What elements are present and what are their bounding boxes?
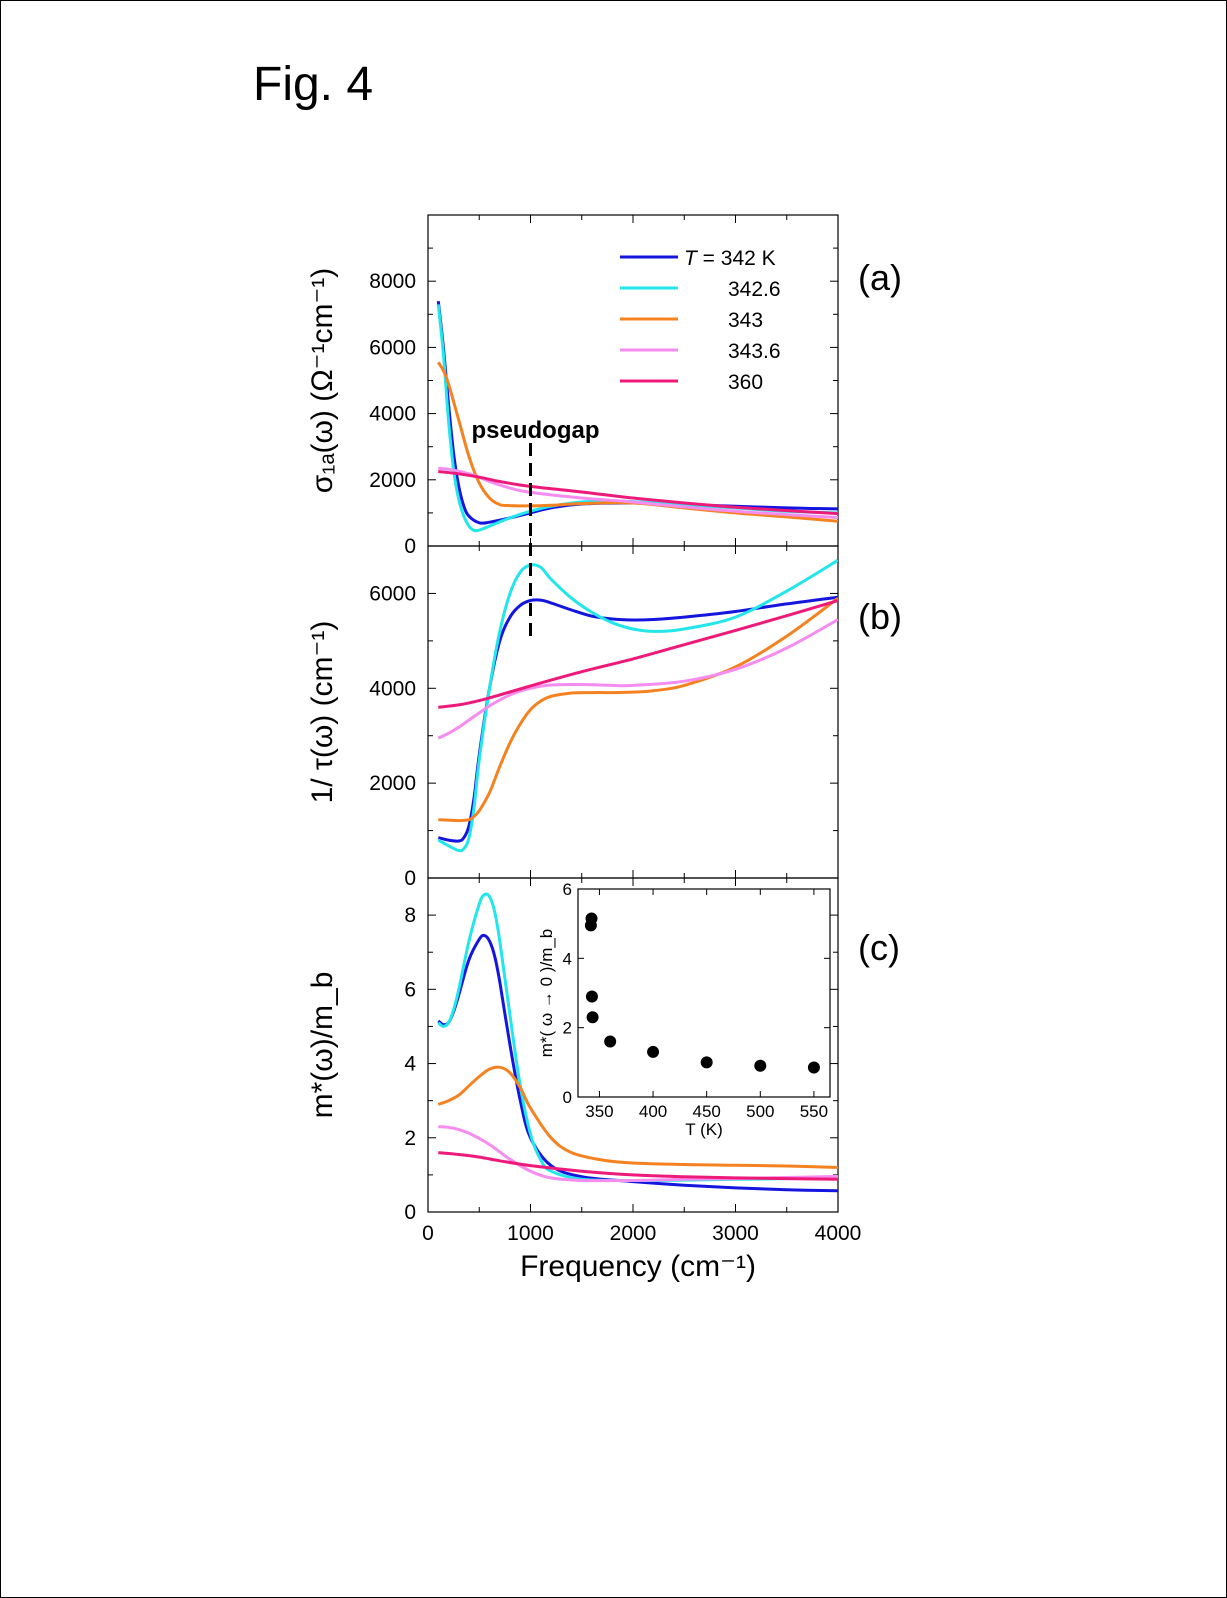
panel-b-label: (b) [858,596,902,637]
inset-y-tick-label: 0 [563,1088,572,1107]
inset-x-tick-label: 450 [692,1102,720,1121]
inset-data-point [604,1035,617,1048]
panel-c-label: (c) [858,927,900,968]
figure-title: Fig. 4 [253,58,373,111]
series-line-T360 [438,470,838,516]
inset-data-point [586,1011,599,1024]
inset-data-point [700,1056,713,1069]
series-line-T360 [438,1151,838,1181]
inset-y-tick-label: 4 [563,949,572,968]
panel-c-ylabel: m*(ω)/m_b [306,972,339,1119]
inset-xlabel: T (K) [685,1120,722,1139]
series-line-T342 [437,595,838,843]
inset-x-tick-label: 400 [639,1102,667,1121]
x-tick-label: 4000 [815,1222,862,1245]
series-line-T343-6 [437,618,838,740]
panel-a: 0 2000 4000 6000 8000 σ₁ₐ(ω) (Ω⁻¹cm⁻¹) (a) T = … [306,214,902,558]
inset-x-tick-label: 550 [800,1102,828,1121]
x-axis-label: Frequency (cm⁻¹) [520,1250,756,1283]
inset-y-tick-label: 6 [563,880,572,899]
legend-label-T360: 360 [728,371,763,394]
inset-data-point [647,1045,660,1058]
x-tick-label: 3000 [712,1222,759,1245]
y-tick-label: 6000 [369,582,416,605]
y-tick-label: 4 [404,1053,416,1076]
panel-a-label: (a) [858,257,902,298]
panel-a-ylabel: σ₁ₐ(ω) (Ω⁻¹cm⁻¹) [306,268,339,494]
y-tick-label: 2000 [369,469,416,492]
y-tick-label: 2000 [369,772,416,795]
inset-panel: 350 400 450 500 550 0 2 4 6 T (K) m*( ω → 0 )/m_b [537,880,831,1139]
y-tick-label: 4000 [369,403,416,426]
x-tick-label: 2000 [610,1222,657,1245]
x-tick-label: 0 [422,1222,434,1245]
y-tick-label: 6000 [369,336,416,359]
legend-label-T343: 343 [728,309,763,332]
y-tick-label: 8000 [369,270,416,293]
inset-data-point [585,990,598,1003]
inset-data-point [807,1061,820,1074]
y-tick-label: 0 [404,867,416,890]
y-tick-label: 4000 [369,677,416,700]
inset-data-point [585,912,598,925]
series-line-T343-6 [438,466,838,519]
legend-label-T342: T = 342 K [684,247,776,270]
legend-label-T342-6: 342.6 [728,278,781,301]
series-line-T342 [436,300,838,525]
x-tick-label: 1000 [507,1222,554,1245]
panel-b-ylabel: 1/ τ(ω) (cm⁻¹) [306,621,339,804]
y-tick-label: 2 [404,1127,416,1150]
inset-x-tick-label: 350 [585,1102,613,1121]
series-line-T343 [437,1065,838,1169]
series-line-T343-6 [438,1125,838,1183]
y-tick-label: 6 [404,978,416,1001]
panel-b: 0 2000 4000 6000 1/ τ(ω) (cm⁻¹) (b) [306,545,902,890]
y-tick-label: 0 [404,1201,416,1224]
inset-data-point [754,1059,767,1072]
inset-y-tick-label: 2 [563,1019,572,1038]
inset-x-tick-label: 500 [746,1102,774,1121]
y-tick-label: 8 [404,904,416,927]
series-line-T360 [438,599,838,709]
inset-ylabel: m*( ω → 0 )/m_b [537,929,556,1058]
y-tick-label: 0 [404,535,416,558]
legend-label-T343-6: 343.6 [728,340,781,363]
series-line-T343 [438,596,838,823]
pseudogap-label: pseudogap [471,417,599,444]
